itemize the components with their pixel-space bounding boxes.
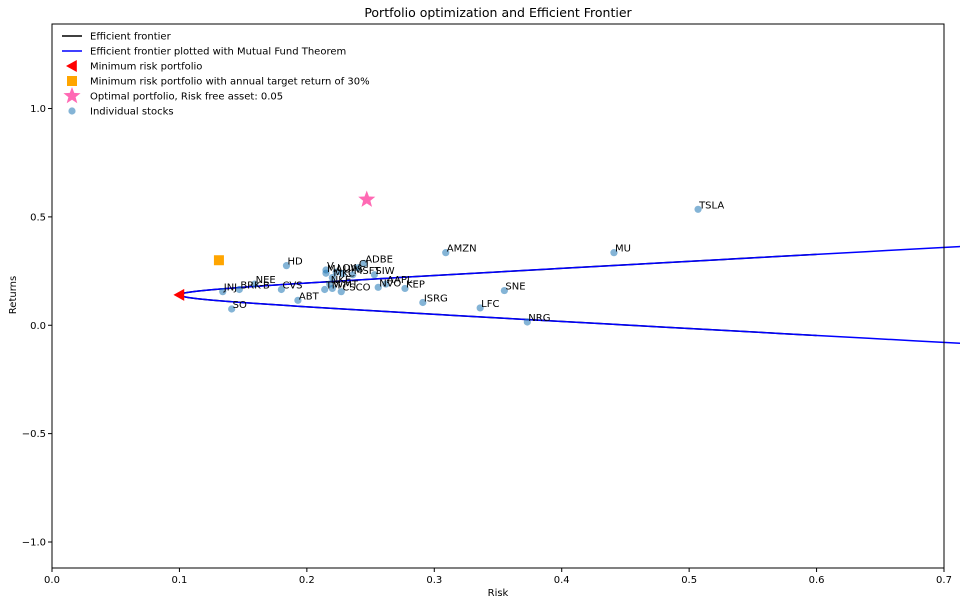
stock-point-wmt <box>328 284 336 293</box>
stock-label-low: LOW <box>337 263 360 274</box>
legend-stock-marker <box>68 107 76 115</box>
stock-point-hd <box>282 262 291 270</box>
legend-label-3: Minimum risk portfolio with annual targe… <box>90 77 370 88</box>
y-tick-label: −0.5 <box>22 429 46 440</box>
stock-label-tsla: TSLA <box>698 200 724 211</box>
stock-point-siw <box>370 271 378 279</box>
stock-point-nrg <box>523 318 531 326</box>
efficient-frontier-line <box>178 253 817 337</box>
y-tick-label: 0.0 <box>30 321 46 332</box>
stock-point-tm <box>321 285 329 294</box>
stock-label-cvs: CVS <box>282 280 302 291</box>
stock-label-mkc: MKC <box>333 269 355 280</box>
stock-point-mu <box>610 249 618 257</box>
x-axis-label: Risk <box>488 588 509 599</box>
x-tick-label: 0.5 <box>681 575 697 586</box>
legend-label-5: Individual stocks <box>90 107 174 118</box>
stock-label-nke: NKE <box>331 275 351 286</box>
stock-point-ups <box>338 270 347 278</box>
stock-label-isrg: ISRG <box>424 294 448 305</box>
y-axis-label: Returns <box>8 276 19 314</box>
stock-point-ma <box>322 269 330 277</box>
legend-label-2: Minimum risk portfolio <box>90 62 202 73</box>
stock-point-jnj <box>219 288 227 296</box>
stock-label-ups: UPS <box>344 265 364 276</box>
stock-label-nrg: NRG <box>528 313 550 324</box>
stock-point-so <box>228 305 236 313</box>
stock-point-cvs <box>277 285 285 294</box>
stock-point-mkc <box>328 273 336 282</box>
x-tick-label: 0.7 <box>936 575 952 586</box>
stock-label-hd: HD <box>287 257 303 268</box>
stock-label-lfc: LFC <box>481 299 499 310</box>
stock-point-tsla <box>694 205 702 213</box>
stock-label-sne: SNE <box>505 282 525 293</box>
stock-point-sne <box>500 286 508 295</box>
legend-label-0: Efficient frontier <box>90 32 172 43</box>
chart-title: Portfolio optimization and Efficient Fro… <box>364 5 632 20</box>
x-tick-label: 0.1 <box>171 575 187 586</box>
stock-label-kep: KEP <box>406 279 425 290</box>
stock-label-siw: SIW <box>375 266 394 277</box>
x-axis-ticks: 0.0 0.1 0.2 0.3 0.4 0.5 0.6 0.7 <box>44 568 952 586</box>
legend-optimal-marker <box>63 87 81 104</box>
legend-min-risk-marker <box>66 60 77 72</box>
stock-point-kep <box>401 284 409 293</box>
legend-target-marker <box>67 76 77 86</box>
stock-label-nvo: NVO <box>379 278 401 289</box>
stock-label-ma: MA <box>327 264 343 275</box>
stock-point-lfc <box>476 304 484 312</box>
legend-label-4: Optimal portfolio, Risk free asset: 0.05 <box>90 92 283 103</box>
stock-label-csco: CSCO <box>342 283 370 294</box>
stock-point-isrg <box>419 298 427 307</box>
stock-label-v: V <box>327 261 334 272</box>
stock-label-abt: ABT <box>299 291 320 302</box>
stock-point-abt <box>294 296 302 304</box>
stock-label-mu: MU <box>615 244 631 255</box>
stock-label-msft: MSFT <box>354 266 382 277</box>
stock-point-nvo <box>374 283 382 291</box>
x-tick-label: 0.3 <box>426 575 442 586</box>
mutual-fund-frontier-line <box>177 245 960 345</box>
stock-point-aapl <box>382 280 390 288</box>
stock-point-amzn <box>442 249 450 257</box>
stock-label-adbe: ADBE <box>365 254 393 265</box>
stock-label-jnj: JNJ <box>223 283 237 294</box>
x-tick-label: 0.2 <box>299 575 315 586</box>
stock-label-nee: NEE <box>256 275 276 286</box>
y-tick-label: −1.0 <box>22 537 46 548</box>
stock-label-wmt: WMT <box>333 279 359 290</box>
stock-point-brk-b <box>235 285 243 294</box>
legend-label-1: Efficient frontier plotted with Mutual F… <box>90 47 346 58</box>
x-tick-label: 0.0 <box>44 575 60 586</box>
stock-label-so: SO <box>233 300 247 311</box>
stock-label-ci: CI <box>359 259 369 270</box>
target-return-marker <box>213 255 224 266</box>
legend: Efficient frontier Efficient frontier plo… <box>62 32 370 118</box>
x-tick-label: 0.6 <box>809 575 825 586</box>
stock-label-tm: TM <box>325 280 341 291</box>
stock-label-aapl: AAPL <box>387 275 413 286</box>
stock-point-low <box>332 268 340 276</box>
stock-point-adbe <box>360 259 368 268</box>
stock-point-ci <box>354 264 362 272</box>
stock-label-brk-b: BRK-B <box>240 280 270 291</box>
y-axis-ticks: −1.0 −0.5 0.0 0.5 1.0 <box>22 104 52 548</box>
optimal-portfolio-marker <box>358 190 376 207</box>
x-tick-label: 0.4 <box>554 575 570 586</box>
stock-point-csco <box>337 288 345 296</box>
y-tick-label: 1.0 <box>30 104 46 115</box>
stock-point-msft <box>349 271 357 279</box>
stock-point-nee <box>251 280 259 288</box>
plot-frame <box>51 23 945 569</box>
y-tick-label: 0.5 <box>30 212 46 223</box>
stock-label-amzn: AMZN <box>447 244 477 255</box>
min-risk-marker <box>173 288 185 301</box>
